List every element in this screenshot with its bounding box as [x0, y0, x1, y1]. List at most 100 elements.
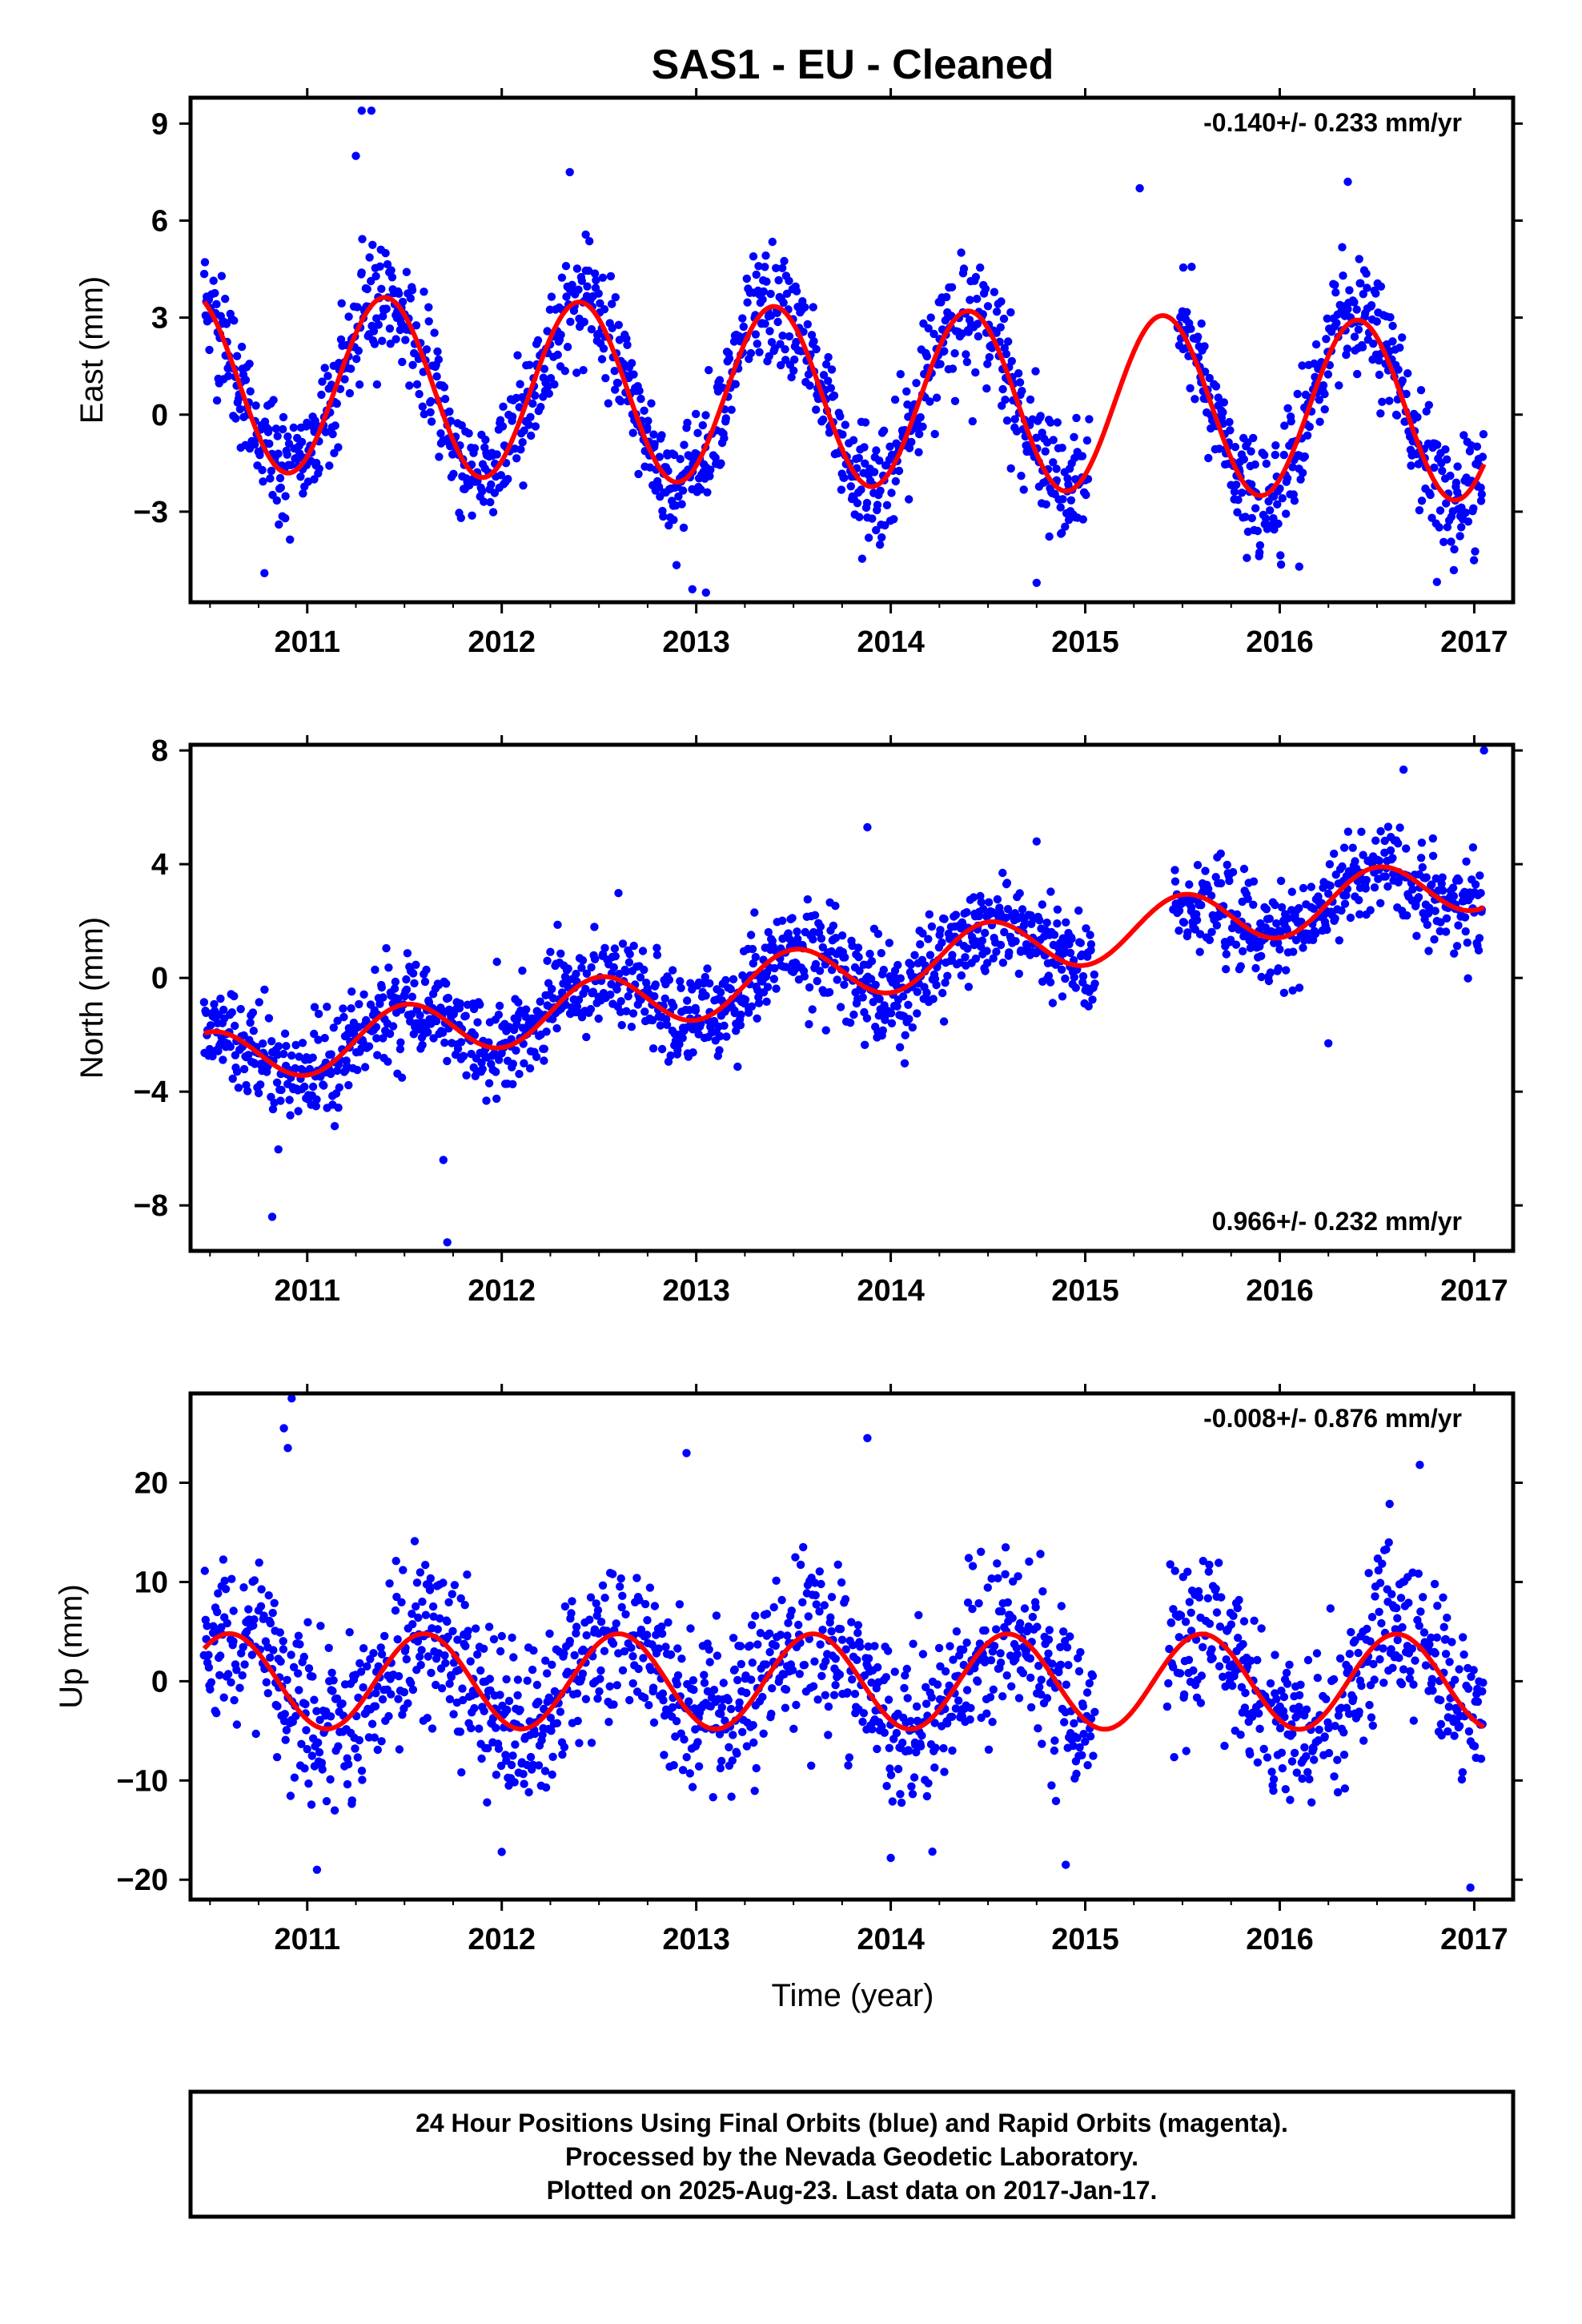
data-point	[259, 1039, 267, 1048]
data-point	[508, 1080, 517, 1089]
data-point	[873, 1663, 882, 1672]
data-point	[448, 1590, 456, 1598]
data-point	[565, 1636, 574, 1646]
data-point	[439, 1578, 448, 1587]
data-point	[719, 1679, 728, 1687]
data-point	[305, 1064, 315, 1074]
data-point	[219, 1005, 228, 1015]
data-point	[453, 1635, 462, 1644]
data-point	[1265, 915, 1275, 923]
data-point	[478, 1064, 487, 1074]
y-tick-label: 0	[151, 1665, 168, 1699]
data-point	[669, 1761, 678, 1770]
data-point	[785, 332, 794, 341]
outlier-point	[497, 1848, 506, 1856]
data-point	[990, 287, 999, 296]
data-point	[244, 1051, 253, 1059]
data-point	[887, 489, 896, 497]
data-point	[1205, 935, 1215, 945]
data-point	[544, 389, 553, 398]
data-point	[1382, 1545, 1391, 1554]
data-point	[1287, 887, 1297, 896]
data-point	[1286, 1795, 1295, 1804]
data-point	[518, 438, 527, 447]
data-point	[957, 248, 966, 257]
data-point	[1060, 1718, 1069, 1727]
data-point	[1367, 301, 1376, 310]
data-point	[611, 293, 620, 302]
data-point	[765, 327, 774, 336]
data-point	[1366, 906, 1375, 915]
data-point	[1228, 1681, 1237, 1691]
data-point	[299, 1652, 308, 1662]
data-point	[1274, 519, 1283, 529]
data-point	[1170, 1753, 1178, 1762]
data-point	[981, 284, 990, 293]
data-point	[981, 1626, 990, 1635]
data-point	[892, 1728, 901, 1738]
data-point	[249, 1027, 258, 1035]
data-point	[353, 1065, 362, 1075]
data-point	[872, 525, 881, 535]
data-point	[513, 1691, 522, 1700]
data-point	[1071, 983, 1081, 992]
data-point	[1070, 973, 1079, 982]
data-point	[749, 1721, 757, 1730]
data-point	[260, 985, 269, 995]
data-point	[437, 1684, 447, 1693]
data-point	[824, 352, 833, 362]
data-point	[1072, 1769, 1081, 1779]
data-point	[984, 1745, 994, 1754]
data-point	[1016, 1618, 1025, 1628]
data-point	[720, 1021, 729, 1031]
data-point	[492, 450, 501, 459]
data-point	[1247, 513, 1257, 523]
data-point	[1354, 1648, 1363, 1658]
data-point	[921, 1699, 931, 1708]
data-point	[855, 513, 864, 521]
data-point	[761, 320, 769, 328]
data-point	[1343, 304, 1352, 314]
data-point	[905, 495, 913, 504]
outlier-point	[886, 1853, 895, 1863]
data-point	[467, 1723, 476, 1733]
data-point	[600, 1594, 609, 1602]
data-point	[776, 340, 785, 348]
data-point	[1178, 263, 1188, 272]
data-point	[819, 371, 829, 380]
data-point	[1359, 850, 1367, 859]
data-point	[334, 1104, 343, 1112]
data-point	[1279, 1692, 1289, 1702]
data-point	[301, 1699, 310, 1709]
data-point	[810, 911, 820, 920]
data-point	[1162, 1702, 1172, 1711]
data-point	[1266, 968, 1275, 977]
data-point	[680, 440, 689, 449]
data-point	[659, 512, 668, 521]
data-point	[1442, 914, 1452, 923]
data-point	[277, 1085, 286, 1095]
data-point	[792, 287, 801, 296]
data-point	[751, 952, 760, 962]
data-point	[536, 997, 544, 1006]
data-point	[1371, 836, 1380, 845]
data-point	[884, 1647, 893, 1655]
data-point	[916, 1742, 926, 1751]
data-point	[837, 1635, 847, 1644]
footer-box: 24 Hour Positions Using Final Orbits (bl…	[188, 2089, 1516, 2219]
data-point	[232, 1666, 241, 1675]
data-point	[1220, 1741, 1229, 1751]
data-point	[392, 1592, 401, 1602]
data-point	[1056, 1660, 1066, 1669]
data-point	[821, 360, 831, 369]
data-point	[579, 366, 588, 375]
data-point	[1191, 395, 1199, 404]
data-point	[294, 1107, 303, 1116]
data-point	[678, 486, 688, 495]
data-point	[217, 1622, 226, 1632]
data-point	[1431, 1649, 1439, 1658]
data-point	[1035, 916, 1044, 925]
data-point	[299, 489, 307, 498]
data-point	[759, 1729, 768, 1738]
data-point	[809, 935, 817, 944]
